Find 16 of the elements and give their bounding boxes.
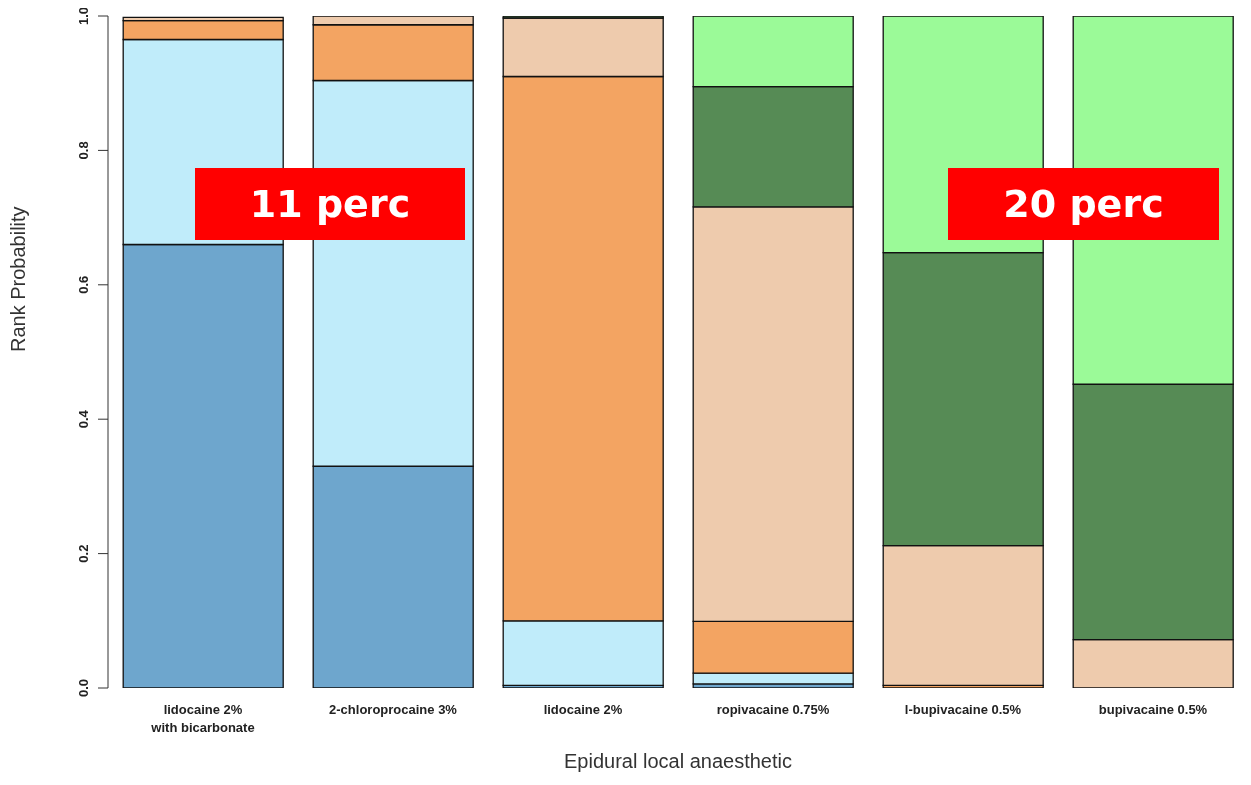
x-tick-label: lidocaine 2% with bicarbonate bbox=[150, 702, 255, 735]
y-tick-label: 0.2 bbox=[76, 544, 91, 563]
y-axis-title: Rank Probability bbox=[7, 206, 30, 352]
annotation: 11 perc bbox=[195, 168, 465, 240]
x-tick-label: 2-chloroprocaine 3% bbox=[329, 702, 458, 717]
y-tick-label: 0.6 bbox=[76, 275, 91, 294]
y-tick-label: 0.4 bbox=[76, 409, 91, 429]
y-tick-label: 0.8 bbox=[76, 141, 91, 160]
x-axis-title: Epidural local anaesthetic bbox=[564, 750, 792, 772]
y-tick-label: 0.0 bbox=[76, 678, 91, 698]
x-tick-label: ropivacaine 0.75% bbox=[716, 702, 830, 717]
x-tick-label: lidocaine 2% bbox=[543, 702, 623, 717]
x-tick-label: l-bupivacaine 0.5% bbox=[904, 702, 1022, 717]
annotation: 20 perc bbox=[948, 168, 1219, 240]
y-tick-label: 1.0 bbox=[76, 6, 91, 26]
x-tick-label: bupivacaine 0.5% bbox=[1098, 702, 1208, 717]
